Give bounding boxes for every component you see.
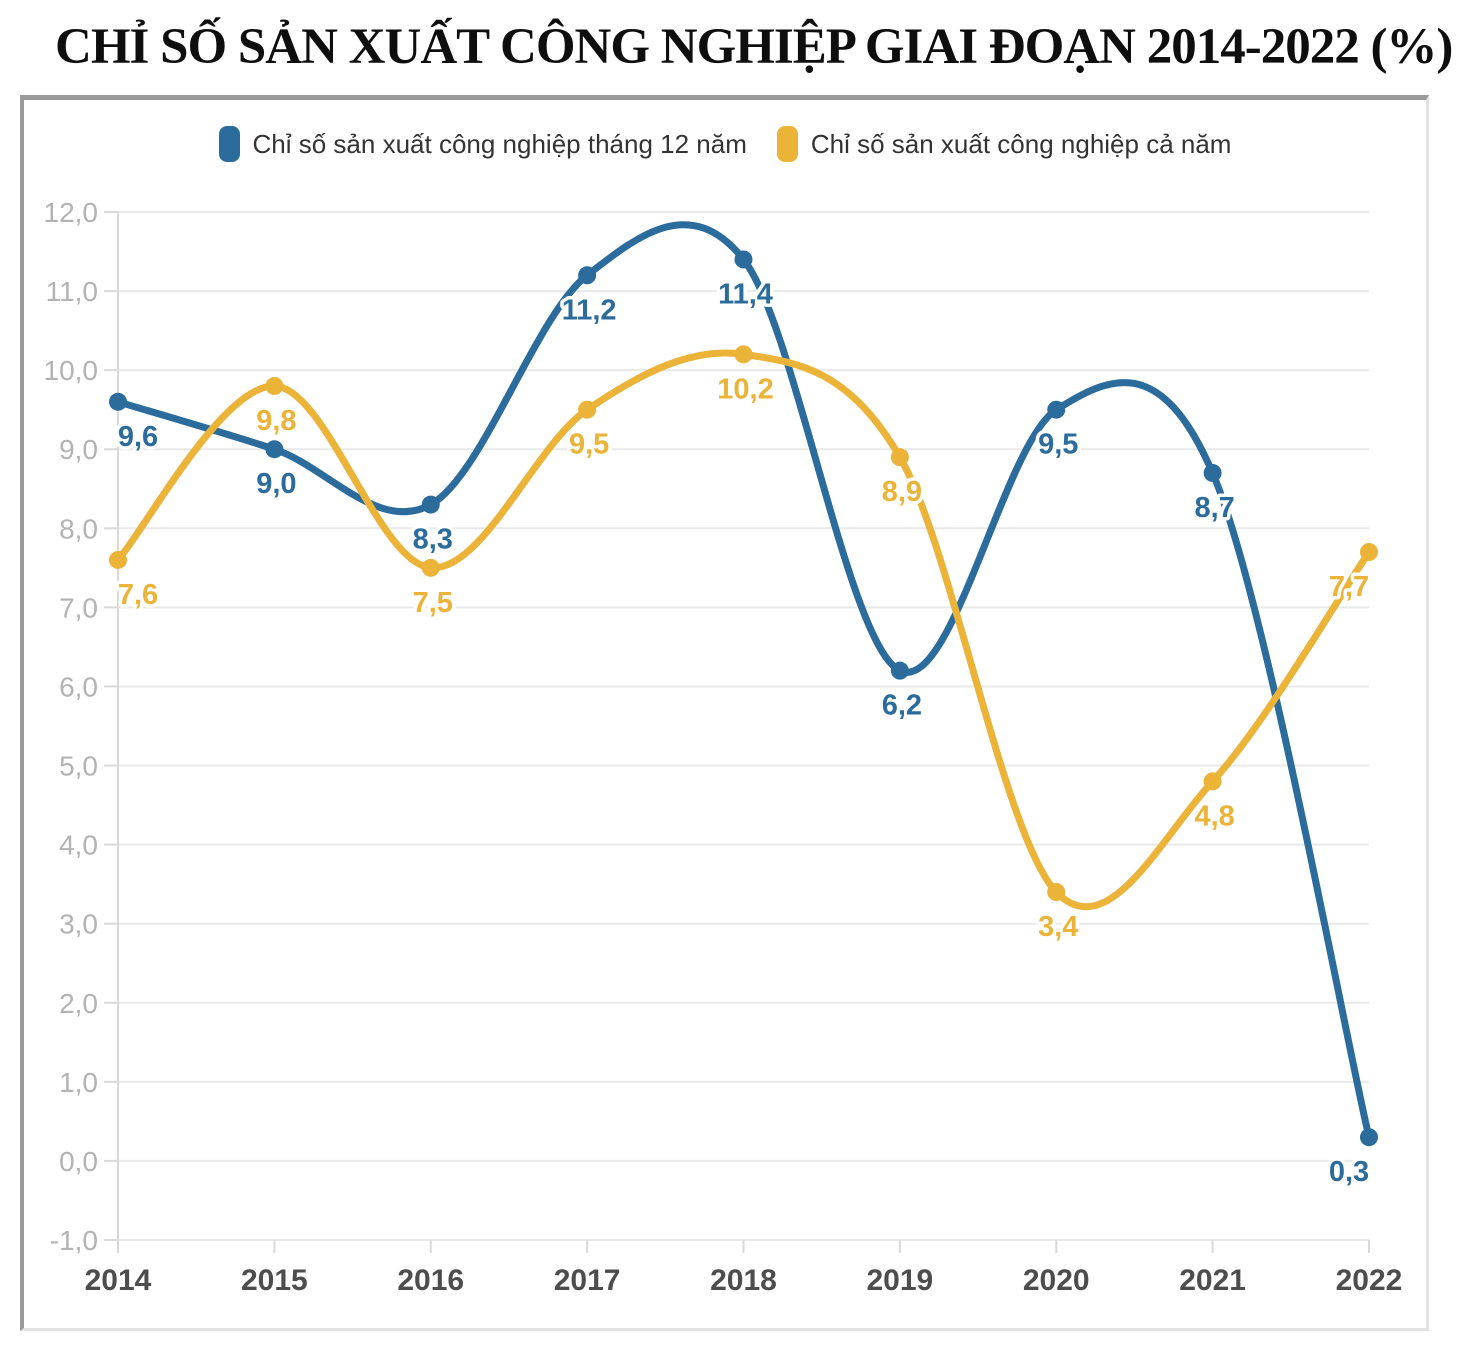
data-point-marker[interactable]	[734, 345, 753, 364]
x-tick-label: 2020	[1023, 1264, 1090, 1297]
data-point-marker[interactable]	[265, 376, 284, 395]
x-tick-label: 2014	[85, 1264, 152, 1297]
y-tick-label: 7,0	[59, 592, 98, 623]
data-point-marker[interactable]	[1203, 463, 1222, 482]
y-tick-label: 9,0	[59, 434, 98, 465]
data-point-marker[interactable]	[265, 440, 284, 459]
y-tick-label: 6,0	[59, 671, 98, 702]
legend-item-canam[interactable]: Chỉ số sản xuất công nghiệp cả năm	[776, 126, 1232, 162]
data-point-marker[interactable]	[578, 266, 597, 285]
data-point-label: 8,7	[1194, 492, 1234, 524]
y-tick-label: 4,0	[59, 830, 98, 861]
data-point-marker[interactable]	[421, 558, 440, 577]
data-point-marker[interactable]	[890, 661, 909, 680]
y-tick-label: 0,0	[59, 1146, 98, 1177]
x-tick-label: 2016	[397, 1264, 464, 1297]
x-tick-label: 2019	[867, 1264, 934, 1297]
data-point-label: 3,4	[1038, 911, 1078, 943]
chart-card: Chỉ số sản xuất công nghiệp tháng 12 năm…	[20, 95, 1429, 1331]
y-tick-label: 10,0	[44, 355, 99, 386]
y-tick-label: 12,0	[44, 197, 99, 228]
y-tick-label: 3,0	[59, 909, 98, 940]
y-tick-label: 5,0	[59, 751, 98, 782]
legend-swatch-blue-icon	[218, 126, 240, 162]
chart-svg: 12,0 11,0 10,0 9,0 8,0 7,0 6,0 5,0 4,0 3,0 2,0 1,0 0…	[44, 197, 1403, 1297]
data-point-marker[interactable]	[109, 550, 127, 569]
data-point-label: 9,5	[569, 429, 609, 461]
data-point-label: 9,8	[256, 405, 296, 437]
data-point-label: 11,4	[718, 278, 773, 310]
data-point-marker[interactable]	[734, 250, 753, 269]
series-line-0	[114, 221, 1373, 1141]
series-line-1	[114, 349, 1373, 911]
x-tick-label: 2022	[1336, 1264, 1403, 1297]
y-tick-label: 8,0	[59, 513, 98, 544]
legend-item-thang12[interactable]: Chỉ số sản xuất công nghiệp tháng 12 năm	[218, 126, 747, 162]
data-point-label: 10,2	[717, 373, 773, 405]
x-tick-label: 2015	[241, 1264, 308, 1297]
x-tick-label: 2017	[554, 1264, 621, 1297]
data-point-label: 6,2	[882, 690, 922, 722]
data-point-label: 11,2	[562, 294, 617, 326]
data-point-marker[interactable]	[578, 400, 597, 419]
data-point-label: 7,6	[118, 579, 158, 611]
x-tick-label: 2018	[710, 1264, 777, 1297]
data-point-label: 4,8	[1194, 800, 1234, 832]
data-point-marker[interactable]	[890, 448, 909, 467]
data-point-label: 0,3	[1329, 1156, 1369, 1188]
legend-label: Chỉ số sản xuất công nghiệp tháng 12 năm	[252, 129, 747, 159]
data-point-label: 7,7	[1329, 571, 1369, 603]
data-point-marker[interactable]	[1360, 1128, 1378, 1147]
data-point-label: 8,9	[882, 476, 922, 508]
data-point-marker[interactable]	[1360, 543, 1378, 562]
y-tick-label: 11,0	[46, 276, 98, 307]
y-tick-label: 1,0	[59, 1067, 98, 1098]
data-point-marker[interactable]	[109, 392, 127, 411]
data-point-marker[interactable]	[1203, 772, 1222, 791]
data-point-label: 8,3	[413, 524, 453, 556]
legend: Chỉ số sản xuất công nghiệp tháng 12 năm…	[24, 126, 1426, 162]
data-point-marker[interactable]	[421, 495, 440, 514]
data-point-label: 9,6	[118, 421, 158, 453]
page-title: CHỈ SỐ SẢN XUẤT CÔNG NGHIỆP GIAI ĐOẠN 20…	[55, 19, 1453, 75]
y-tick-label: 2,0	[59, 988, 98, 1019]
y-tick-label: -1,0	[50, 1225, 98, 1256]
data-point-marker[interactable]	[1047, 883, 1066, 902]
data-point-label: 9,0	[256, 468, 296, 500]
legend-label: Chỉ số sản xuất công nghiệp cả năm	[810, 129, 1232, 159]
data-point-marker[interactable]	[1047, 400, 1066, 419]
data-point-label: 9,5	[1038, 429, 1078, 461]
legend-swatch-yellow-icon	[776, 126, 798, 162]
data-point-label: 7,5	[413, 587, 453, 619]
x-tick-label: 2021	[1179, 1264, 1246, 1297]
